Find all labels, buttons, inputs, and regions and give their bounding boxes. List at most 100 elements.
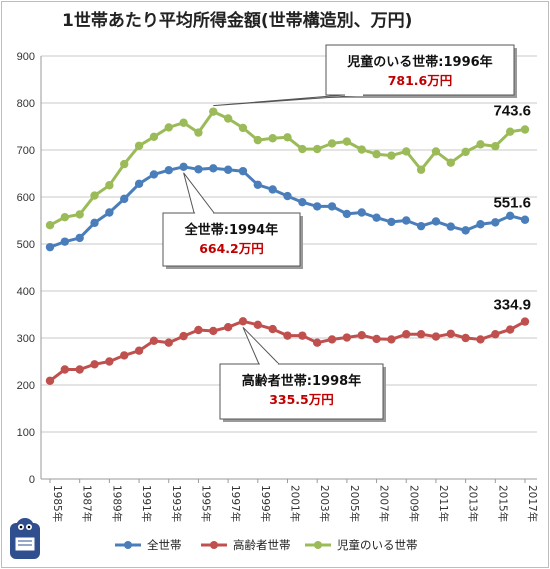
- x-tick-label: 2003年: [318, 485, 331, 522]
- x-tick-label: 2005年: [348, 485, 361, 522]
- callout-box: 高齢者世帯:1998年 335.5万円: [219, 326, 386, 422]
- chart-title: 1世帯あたり平均所得金額(世帯構造別、万円): [62, 10, 412, 31]
- data-point: [402, 330, 411, 339]
- data-point: [134, 141, 144, 150]
- data-point: [520, 215, 530, 224]
- data-point: [223, 322, 233, 332]
- data-point: [164, 166, 173, 175]
- data-point: [90, 360, 99, 369]
- grid: [40, 55, 537, 480]
- end-label-layer: 551.6 334.9 743.6: [493, 103, 531, 314]
- data-point: [149, 336, 159, 346]
- end-value-label: 743.6: [493, 103, 531, 120]
- data-point: [223, 165, 233, 174]
- legend-marker: [124, 541, 132, 549]
- data-point: [120, 159, 129, 169]
- x-tick-label: 1993年: [170, 485, 183, 522]
- mascot-logo: [10, 518, 40, 559]
- x-tick-label: 1997年: [229, 485, 242, 522]
- legend-marker: [314, 541, 322, 549]
- data-point: [45, 242, 55, 252]
- data-point: [342, 333, 352, 342]
- callout-value: 781.6万円: [388, 73, 453, 88]
- data-point: [209, 107, 218, 116]
- data-point: [416, 165, 426, 174]
- data-point: [253, 135, 263, 145]
- data-point: [298, 331, 307, 340]
- data-point: [60, 237, 70, 246]
- callout-pointer: [183, 172, 216, 214]
- data-point: [520, 125, 530, 134]
- callout-value: 335.5万円: [269, 392, 334, 407]
- y-tick-label: 900: [17, 51, 35, 63]
- data-point: [520, 317, 530, 326]
- data-point: [283, 191, 292, 201]
- end-value-label: 334.9: [493, 297, 531, 314]
- callout-rect: [162, 212, 301, 267]
- y-tick-label: 700: [17, 145, 35, 157]
- x-tick-label: 2007年: [378, 485, 391, 522]
- data-point: [238, 123, 248, 133]
- x-tick-label: 1995年: [199, 485, 212, 522]
- data-point: [120, 194, 129, 204]
- x-tick-label: 1987年: [81, 485, 94, 522]
- data-point: [416, 221, 426, 231]
- data-point: [134, 179, 144, 189]
- data-point: [461, 147, 470, 157]
- legend: 全世帯 高齢者世帯 児童のいる世帯: [115, 538, 418, 552]
- data-point: [327, 202, 337, 211]
- data-point: [327, 335, 337, 344]
- data-point: [446, 329, 455, 338]
- data-point: [268, 134, 277, 143]
- callout-title: 高齢者世帯:1998年: [242, 373, 361, 389]
- callout-title: 児童のいる世帯:1996年: [346, 54, 492, 70]
- data-point: [283, 133, 292, 142]
- data-point: [223, 114, 233, 123]
- data-point: [491, 218, 500, 227]
- data-point: [90, 191, 99, 200]
- data-point: [387, 151, 396, 160]
- data-point: [461, 226, 470, 235]
- data-point: [179, 162, 188, 172]
- data-point: [505, 127, 515, 136]
- data-point: [312, 338, 322, 347]
- data-point: [357, 145, 366, 154]
- data-point: [179, 118, 188, 127]
- data-point: [283, 331, 292, 340]
- data-point: [194, 128, 203, 137]
- data-point: [75, 233, 84, 243]
- y-axis: 0 100 200 300 400 500 600 700 800 900: [17, 51, 35, 486]
- y-tick-label: 400: [17, 286, 35, 298]
- legend-label: 児童のいる世帯: [337, 538, 418, 552]
- data-point: [372, 334, 381, 344]
- data-point: [45, 376, 55, 385]
- data-point: [461, 333, 470, 343]
- data-point: [60, 213, 70, 222]
- data-point: [149, 132, 159, 142]
- callout-box: 全世帯:1994年 664.2万円: [162, 172, 303, 269]
- callout-title: 全世帯:1994年: [184, 222, 278, 238]
- x-tick-label: 2001年: [289, 485, 302, 522]
- x-tick-label: 2017年: [526, 485, 539, 522]
- data-point: [75, 210, 84, 219]
- data-point: [60, 365, 70, 374]
- data-point: [194, 325, 203, 335]
- legend-label: 全世帯: [147, 538, 182, 552]
- data-point: [253, 320, 263, 330]
- data-point: [75, 365, 84, 374]
- data-point: [298, 144, 307, 154]
- x-tick-label: 2009年: [407, 485, 420, 522]
- data-point: [446, 158, 455, 167]
- legend-label: 高齢者世帯: [233, 538, 291, 552]
- callout-value: 664.2万円: [199, 241, 264, 256]
- data-point: [149, 170, 159, 179]
- data-point: [164, 123, 173, 132]
- data-point: [357, 330, 366, 340]
- x-tick-label: 1985年: [51, 485, 64, 522]
- data-point: [505, 211, 515, 220]
- data-point: [416, 330, 426, 339]
- callout-rect: [219, 363, 384, 420]
- data-point: [446, 222, 455, 231]
- data-point: [179, 331, 188, 341]
- x-tick-label: 1999年: [259, 485, 272, 522]
